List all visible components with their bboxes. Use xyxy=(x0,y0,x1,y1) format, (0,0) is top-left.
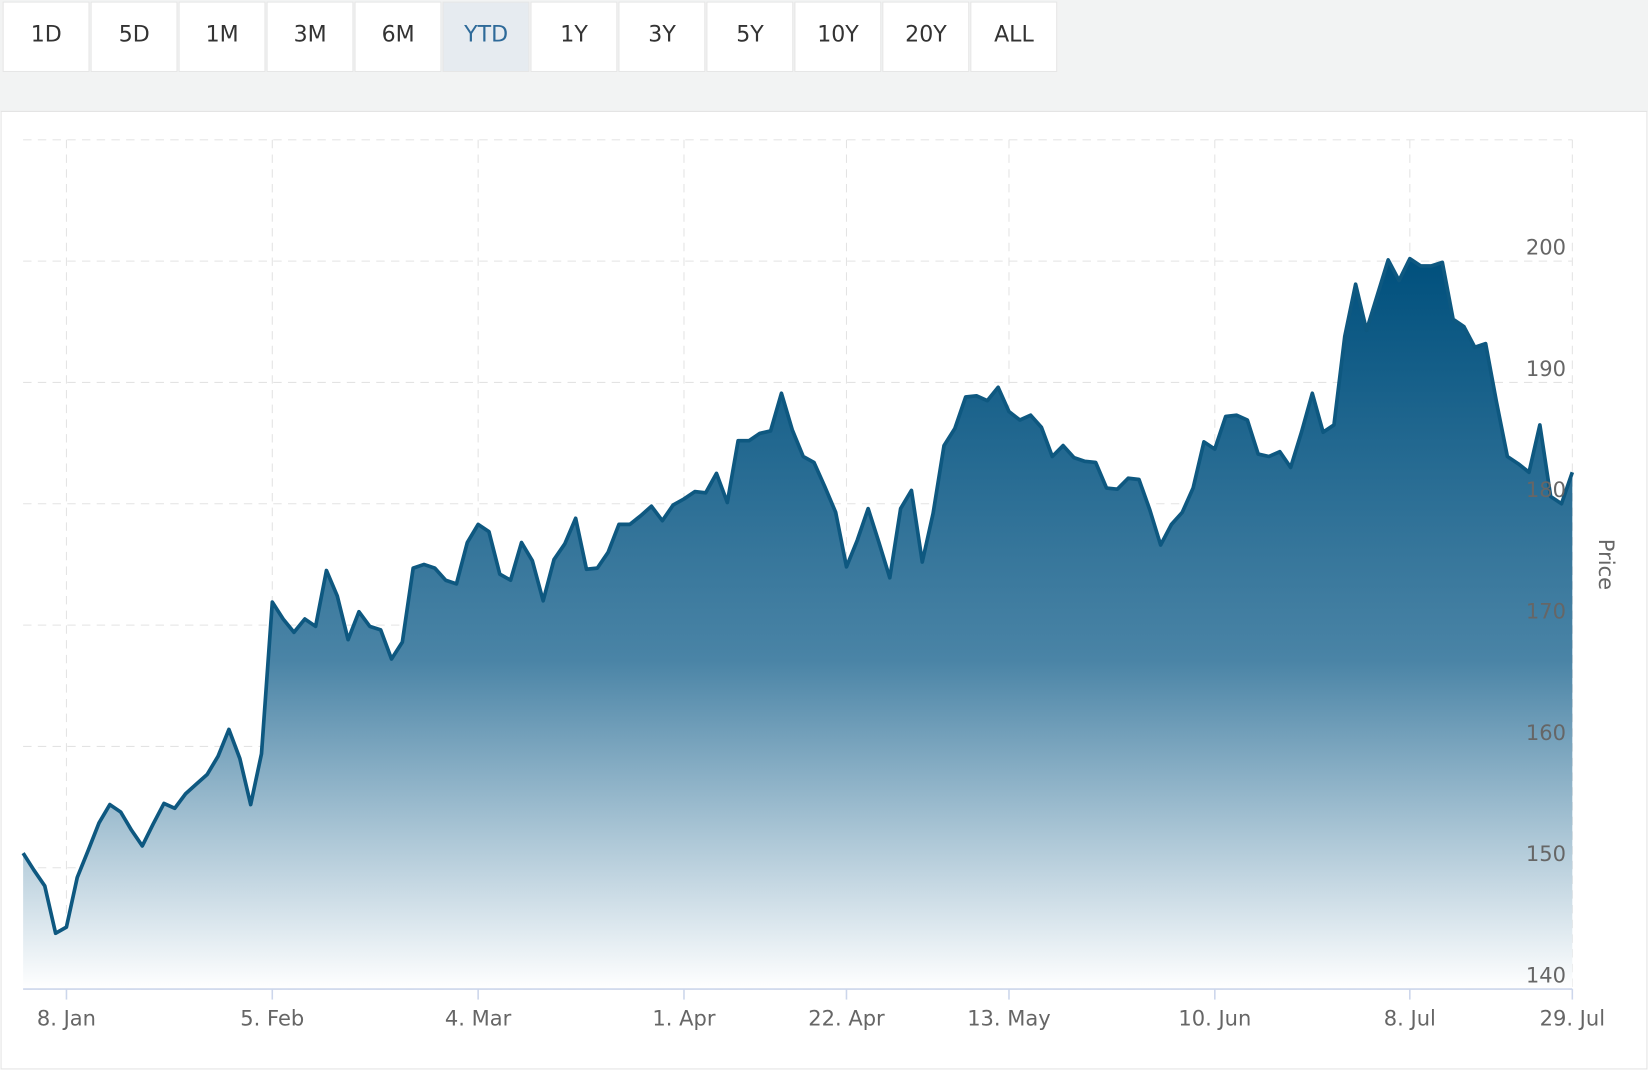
area-fill xyxy=(23,258,1573,990)
x-tick-label: 13. May xyxy=(967,1006,1051,1031)
x-tick-label: 8. Jan xyxy=(37,1006,96,1031)
range-button-label[interactable]: 1M xyxy=(206,23,239,48)
y-tick-label: 200 xyxy=(1526,235,1566,260)
x-tick-label: 4. Mar xyxy=(445,1006,512,1031)
range-button-label[interactable]: 1Y xyxy=(560,23,588,48)
x-tick-label: 10. Jun xyxy=(1178,1006,1251,1031)
range-button[interactable] xyxy=(706,1,794,72)
range-button-label[interactable]: 10Y xyxy=(817,23,859,48)
range-button-label[interactable]: 5D xyxy=(119,23,150,48)
y-tick-label: 150 xyxy=(1526,841,1566,866)
range-button[interactable] xyxy=(970,1,1058,72)
range-button[interactable] xyxy=(442,1,530,72)
x-tick-label: 1. Apr xyxy=(652,1006,715,1031)
range-button-label[interactable]: 3M xyxy=(294,23,327,48)
y-tick-label: 170 xyxy=(1526,598,1566,623)
range-button[interactable] xyxy=(794,1,882,72)
range-button[interactable] xyxy=(618,1,706,72)
range-button-label[interactable]: 5Y xyxy=(736,23,764,48)
range-button-label[interactable]: YTD xyxy=(463,23,508,48)
range-button-label[interactable]: 20Y xyxy=(905,23,947,48)
y-tick-label: 180 xyxy=(1526,477,1566,502)
x-tick-label: 22. Apr xyxy=(808,1006,885,1031)
range-button[interactable] xyxy=(2,1,90,72)
x-tick-label: 5. Feb xyxy=(240,1006,304,1031)
y-tick-label: 190 xyxy=(1526,356,1566,381)
range-button[interactable] xyxy=(354,1,442,72)
range-button[interactable] xyxy=(530,1,618,72)
range-button-label[interactable]: 6M xyxy=(382,23,415,48)
range-button[interactable] xyxy=(266,1,354,72)
range-button[interactable] xyxy=(882,1,970,72)
range-button[interactable] xyxy=(178,1,266,72)
range-button-label[interactable]: ALL xyxy=(994,23,1034,48)
range-button-label[interactable]: 3Y xyxy=(648,23,676,48)
price-line xyxy=(21,256,1575,936)
y-tick-label: 160 xyxy=(1526,720,1566,745)
range-button-label[interactable]: 1D xyxy=(31,23,62,48)
x-tick-label: 8. Jul xyxy=(1384,1006,1436,1031)
range-button[interactable] xyxy=(90,1,178,72)
y-axis-title: Price xyxy=(1594,539,1619,590)
y-tick-label: 140 xyxy=(1526,962,1566,987)
x-tick-label: 29. Jul xyxy=(1540,1006,1605,1031)
